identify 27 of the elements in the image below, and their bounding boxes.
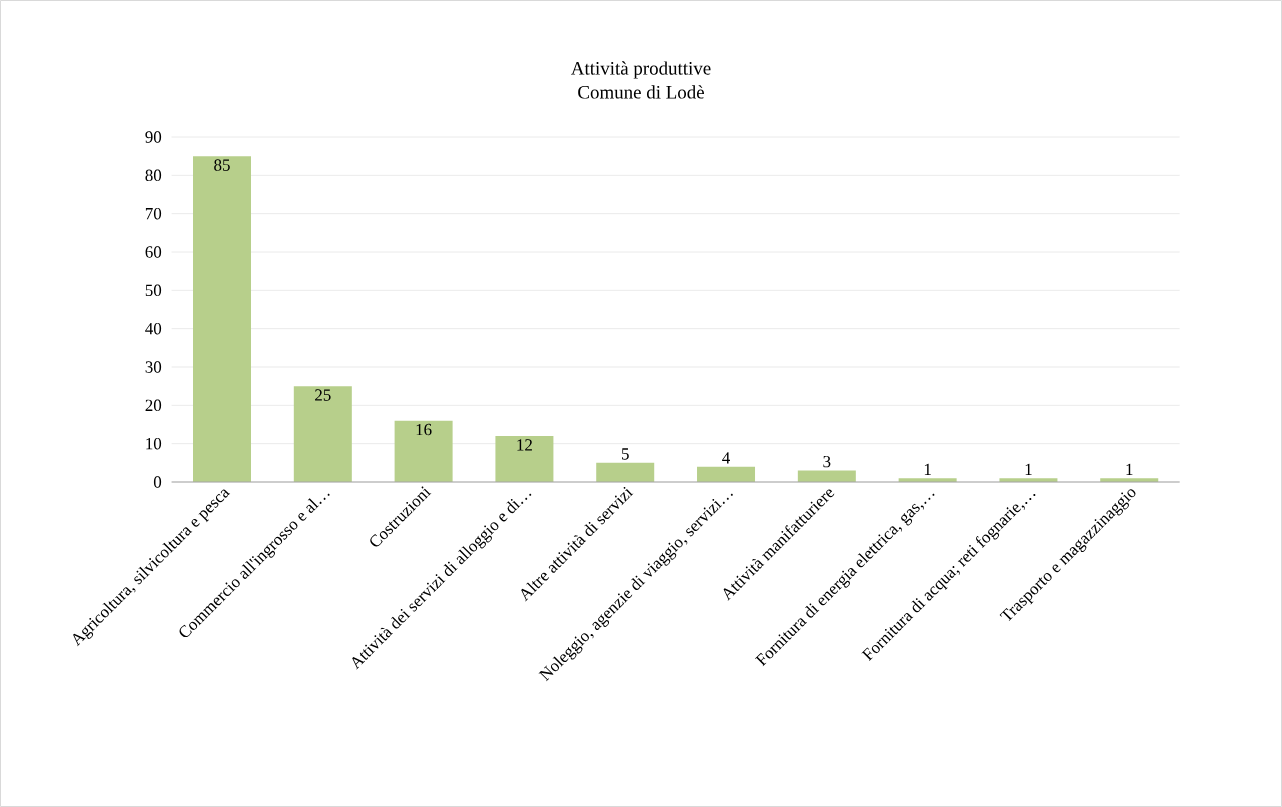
data-label: 5 [621,448,629,460]
y-tick-label: 20 [145,399,162,412]
data-label: 1 [1025,463,1032,475]
data-label: 1 [924,463,931,475]
data-label: 12 [517,439,532,451]
y-tick-label: 50 [145,284,162,297]
bar [293,386,352,482]
chart-title: Attività produttive Comune di Lodè [571,61,711,99]
data-label: 3 [823,455,831,468]
y-tick-label: 70 [145,207,162,220]
bar [193,156,251,482]
y-tick-label: 0 [153,476,162,488]
y-tick-label: 90 [145,131,162,143]
data-label: 85 [214,159,230,171]
bar [697,466,756,482]
data-label: 1 [1126,463,1133,475]
bar [596,462,655,482]
data-label: 25 [315,389,331,401]
y-tick-label: 10 [146,437,162,450]
data-label: 4 [722,452,730,464]
bar [495,436,554,482]
y-tick-label: 40 [145,322,162,335]
y-tick-label: 60 [145,246,162,258]
bar [394,420,453,482]
y-tick-label: 80 [145,169,162,182]
y-tick-label: 30 [145,361,162,373]
data-label: 16 [416,423,432,436]
